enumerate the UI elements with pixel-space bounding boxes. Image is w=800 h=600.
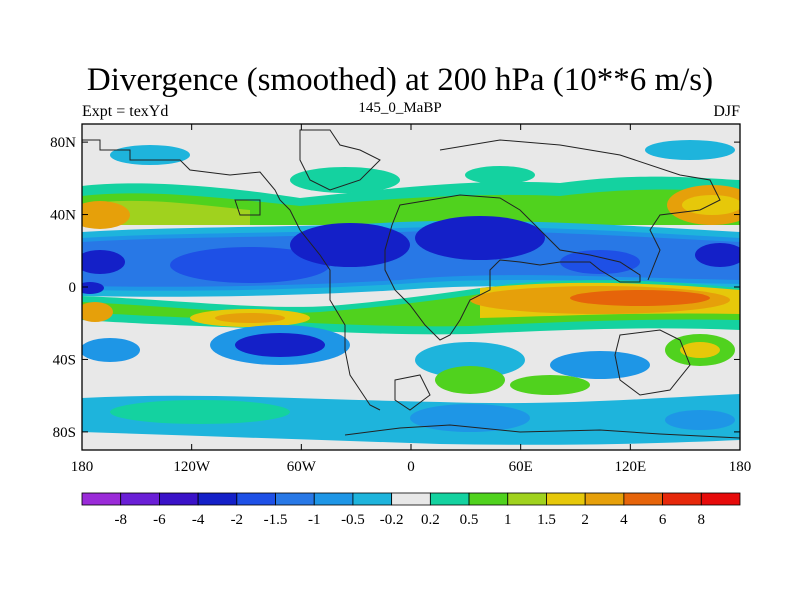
colorbar-swatch <box>159 492 199 506</box>
y-axis: 80N 40N 0 40S 80S <box>50 135 740 441</box>
colorbar-swatch <box>546 492 586 506</box>
x-axis: 180 120W 60W 0 60E 120E 180 <box>71 124 752 475</box>
colorbar-label: 2 <box>581 512 589 528</box>
americas-convergence-core <box>290 223 410 267</box>
x-tick-label: 180 <box>729 459 752 475</box>
colorbar-swatch <box>197 492 238 506</box>
y-tick-label: 40N <box>50 208 76 224</box>
plot-title: Divergence (smoothed) at 200 hPa (10**6 … <box>86 62 714 98</box>
colorbar-swatch <box>507 492 547 506</box>
colorbar-swatch <box>352 492 393 506</box>
eurasia-africa-outline <box>384 194 641 341</box>
colorbar: -8 -6 -4 -2 -1.5 -1 -0.5 -0.2 0.2 0.5 1 1.5 2 4 6 8 <box>81 492 741 528</box>
antarctica-outline <box>344 424 740 439</box>
colorbar-swatch <box>236 492 276 506</box>
y-tick-label: 0 <box>69 280 77 296</box>
contour-field <box>82 124 740 450</box>
y-tick-label: 80S <box>53 425 76 441</box>
north-asia-outline <box>439 139 721 281</box>
x-tick-label: 180 <box>71 459 94 475</box>
colorbar-label: 4 <box>620 512 628 528</box>
y-tick-label: 80N <box>50 135 76 151</box>
colorbar-label: -8 <box>114 512 127 528</box>
colorbar-label: 1 <box>504 512 512 528</box>
colorbar-swatch <box>275 492 315 506</box>
colorbar-swatch <box>700 492 741 506</box>
colorbar-label: -1.5 <box>264 512 288 528</box>
africa-convergence-core <box>415 216 545 260</box>
x-tick-label: 60E <box>509 459 533 475</box>
australia-outline <box>614 329 691 396</box>
colorbar-label: 6 <box>659 512 667 528</box>
experiment-label: Expt = texYd <box>82 103 169 120</box>
x-tick-label: 60W <box>287 459 317 475</box>
colorbar-label: 1.5 <box>537 512 556 528</box>
colorbar-label: 0.2 <box>421 512 440 528</box>
colorbar-swatch <box>468 492 509 506</box>
colorbar-swatch <box>120 492 160 506</box>
colorbar-label: -2 <box>231 512 244 528</box>
indonesia-divergence-core <box>570 290 710 306</box>
colorbar-swatch <box>81 492 122 506</box>
americas-outline <box>82 139 381 411</box>
colorbar-label: -4 <box>192 512 205 528</box>
colorbar-swatch <box>391 492 431 506</box>
colorbar-label: -0.2 <box>380 512 404 528</box>
season-label: DJF <box>713 103 740 120</box>
colorbar-label: -1 <box>308 512 321 528</box>
colorbar-label: -0.5 <box>341 512 365 528</box>
x-tick-label: 120W <box>173 459 211 475</box>
colorbar-label: 0.5 <box>460 512 479 528</box>
colorbar-label: -6 <box>153 512 166 528</box>
x-tick-label: 120E <box>614 459 646 475</box>
colorbar-label: 8 <box>698 512 706 528</box>
colorbar-swatch <box>429 492 470 506</box>
greenland-outline <box>299 129 381 191</box>
north-west-divergence-cell <box>82 201 130 229</box>
colorbar-swatch <box>313 492 354 506</box>
case-label: 145_0_MaBP <box>358 100 442 116</box>
y-tick-label: 40S <box>53 352 76 368</box>
x-tick-label: 0 <box>407 459 415 475</box>
colorbar-swatch <box>584 492 625 506</box>
colorbar-swatch <box>623 492 663 506</box>
colorbar-swatch <box>662 492 702 506</box>
